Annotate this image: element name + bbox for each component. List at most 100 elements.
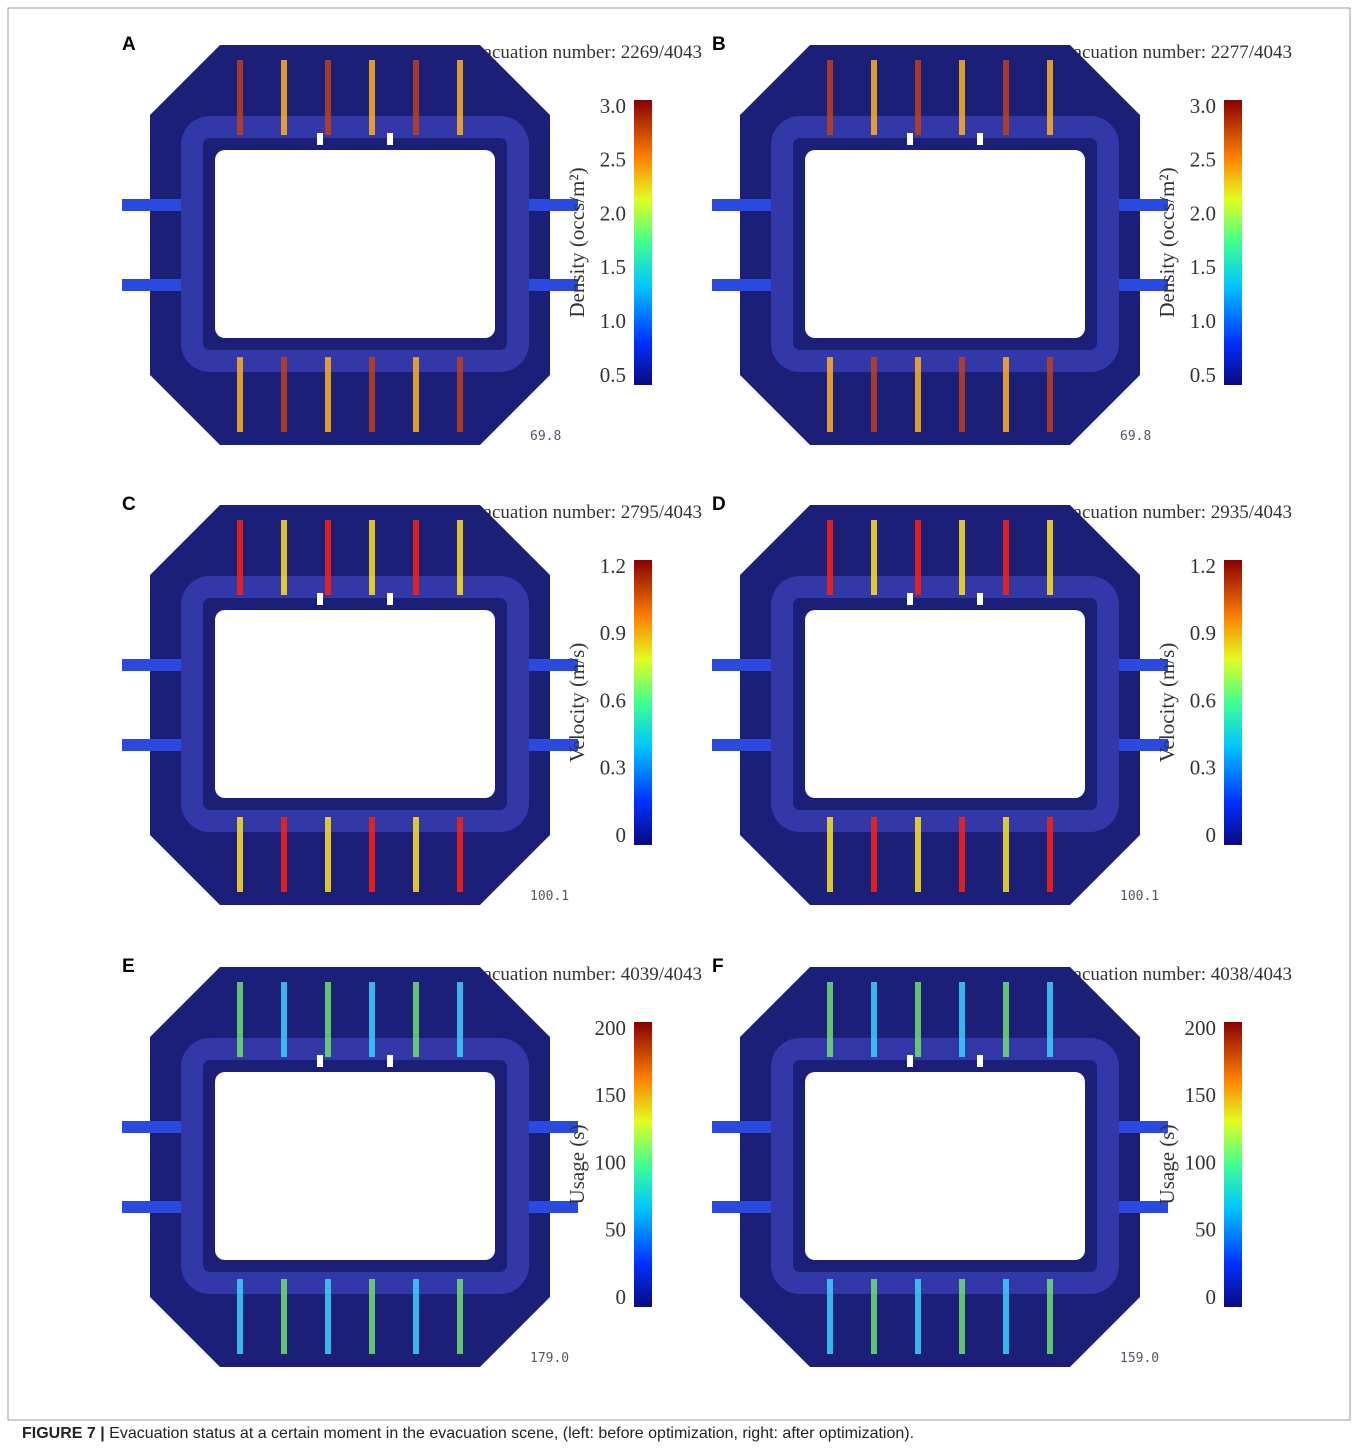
flow-streak (325, 982, 331, 1057)
flow-streak (457, 982, 463, 1057)
flow-streak (369, 520, 375, 595)
colorbar-label: Density (occs/m²) (565, 167, 589, 317)
flow-streak (959, 60, 965, 135)
hall (215, 150, 495, 338)
colorbar-tick: 0.6 (600, 688, 626, 712)
hall (215, 1072, 495, 1260)
side-exit (712, 739, 772, 751)
colorbar-tick: 3.0 (600, 94, 626, 118)
flow-streak (237, 520, 243, 595)
flow-streak (325, 60, 331, 135)
flow-streak (1047, 357, 1053, 432)
panel-letter: B (712, 34, 726, 55)
sim-time: 69.8 (530, 429, 561, 444)
side-exit (712, 1121, 772, 1133)
flow-streak (871, 982, 877, 1057)
flow-streak (959, 1279, 965, 1354)
colorbar-tick: 2.0 (600, 201, 626, 225)
flow-streak (1047, 982, 1053, 1057)
door (907, 593, 913, 605)
flow-streak (959, 357, 965, 432)
side-exit (122, 279, 182, 291)
flow-streak (915, 982, 921, 1057)
flow-streak (413, 60, 419, 135)
colorbar (1224, 560, 1242, 845)
flow-streak (457, 357, 463, 432)
side-exit (122, 199, 182, 211)
colorbar-tick: 2.5 (600, 148, 626, 172)
flow-streak (413, 982, 419, 1057)
flow-streak (1003, 817, 1009, 892)
flow-streak (237, 60, 243, 135)
flow-streak (325, 817, 331, 892)
flow-streak (457, 60, 463, 135)
colorbar (634, 100, 652, 385)
flow-streak (369, 357, 375, 432)
colorbar-tick: 1.5 (600, 255, 626, 279)
flow-streak (915, 60, 921, 135)
hall (215, 610, 495, 798)
flow-streak (457, 1279, 463, 1354)
colorbar-tick: 2.0 (1190, 201, 1216, 225)
colorbar-tick: 3.0 (1190, 94, 1216, 118)
flow-streak (325, 1279, 331, 1354)
door (907, 133, 913, 145)
flow-streak (915, 1279, 921, 1354)
panel: CEvacuation number: 2795/40431.20.90.60.… (122, 494, 702, 905)
flow-streak (281, 520, 287, 595)
flow-streak (871, 817, 877, 892)
door (317, 133, 323, 145)
sim-time: 100.1 (1120, 889, 1159, 904)
colorbar-tick: 1.0 (600, 309, 626, 333)
side-exit (122, 1121, 182, 1133)
door (317, 1055, 323, 1067)
flow-streak (413, 520, 419, 595)
evacuation-number: Evacuation number: 2935/4043 (1052, 502, 1292, 523)
flow-streak (237, 1279, 243, 1354)
flow-streak (281, 1279, 287, 1354)
sim-time: 179.0 (530, 1351, 569, 1366)
colorbar (634, 1022, 652, 1307)
flow-streak (457, 520, 463, 595)
side-exit (122, 1201, 182, 1213)
flow-streak (1003, 982, 1009, 1057)
flow-streak (1047, 60, 1053, 135)
side-exit (712, 659, 772, 671)
flow-streak (325, 357, 331, 432)
panel: DEvacuation number: 2935/40431.20.90.60.… (712, 494, 1292, 905)
sim-time: 100.1 (530, 889, 569, 904)
evacuation-number: Evacuation number: 2795/4043 (462, 502, 702, 523)
door (907, 1055, 913, 1067)
door (977, 133, 983, 145)
flow-streak (237, 357, 243, 432)
flow-streak (369, 60, 375, 135)
caption: FIGURE 7 | Evacuation status at a certai… (22, 1425, 914, 1442)
colorbar (634, 560, 652, 845)
panel-letter: A (122, 34, 136, 55)
flow-streak (281, 817, 287, 892)
panel-letter: E (122, 956, 135, 977)
flow-streak (827, 1279, 833, 1354)
flow-streak (1047, 520, 1053, 595)
figure: FIGURE 7 | Evacuation status at a certai… (0, 0, 1358, 1448)
colorbar-tick: 0 (616, 1285, 627, 1309)
colorbar-tick: 0 (1206, 1285, 1217, 1309)
colorbar-label: Velocity (m/s) (1155, 643, 1179, 763)
side-exit (712, 1201, 772, 1213)
flow-streak (413, 817, 419, 892)
colorbar-tick: 2.5 (1190, 148, 1216, 172)
colorbar-tick: 0.9 (600, 621, 626, 645)
caption-label: FIGURE 7 | (22, 1425, 105, 1442)
colorbar-tick: 0 (1206, 823, 1217, 847)
flow-streak (959, 982, 965, 1057)
flow-streak (871, 520, 877, 595)
panel: BEvacuation number: 2277/40433.02.52.01.… (712, 34, 1292, 445)
colorbar-tick: 0.5 (600, 363, 626, 387)
colorbar (1224, 1022, 1242, 1307)
colorbar-tick: 0.9 (1190, 621, 1216, 645)
colorbar (1224, 100, 1242, 385)
flow-streak (871, 1279, 877, 1354)
